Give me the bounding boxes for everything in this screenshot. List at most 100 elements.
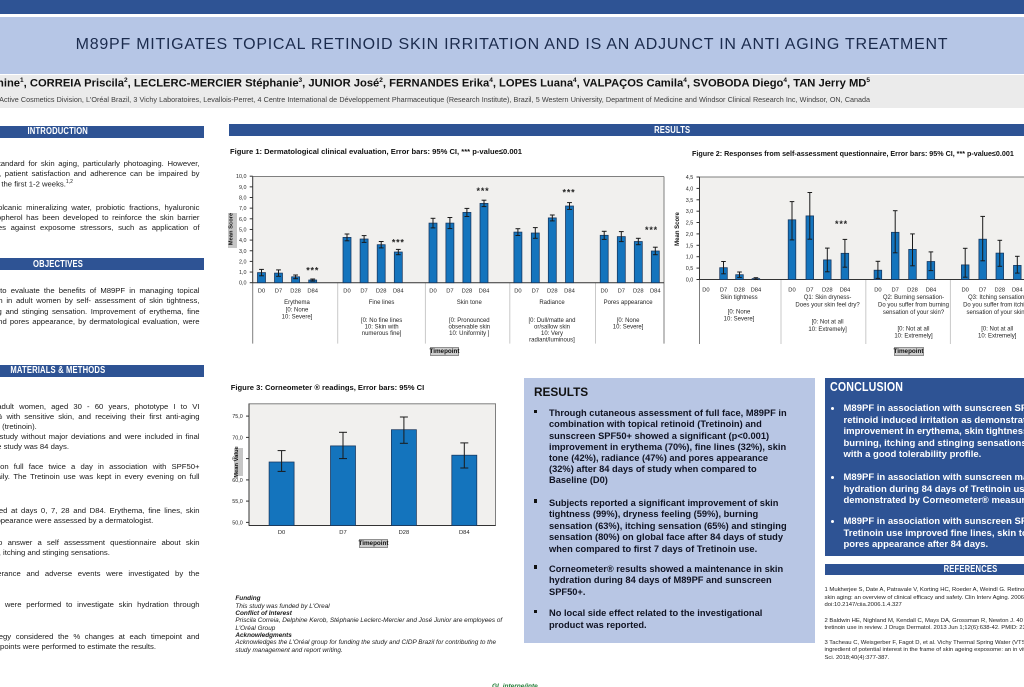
svg-text:D7: D7 (720, 287, 727, 293)
svg-text:1,0: 1,0 (686, 255, 694, 261)
svg-text:10: Severe]: 10: Severe] (613, 325, 644, 331)
svg-text:6,0: 6,0 (239, 217, 247, 223)
svg-text:3,0: 3,0 (239, 249, 247, 255)
svg-text:Q3: Itching sensation-: Q3: Itching sensation- (968, 295, 1024, 301)
svg-text:or/sallow skin: or/sallow skin (534, 325, 570, 331)
svg-text:[0: Pronounced: [0: Pronounced (449, 318, 490, 324)
svg-text:***: *** (835, 219, 848, 229)
svg-text:D7: D7 (339, 530, 346, 536)
svg-text:Does your skin feel dry?: Does your skin feel dry? (795, 303, 860, 309)
svg-text:D84: D84 (564, 288, 575, 294)
svg-text:D28: D28 (633, 288, 644, 294)
svg-text:3,0: 3,0 (686, 209, 694, 215)
svg-text:[0: Not at all: [0: Not at all (897, 327, 929, 333)
svg-text:Radiance: Radiance (539, 300, 565, 306)
svg-text:2,0: 2,0 (239, 259, 247, 265)
svg-text:9,0: 9,0 (239, 185, 247, 191)
svg-text:1,5: 1,5 (686, 243, 694, 249)
svg-text:D84: D84 (840, 287, 851, 293)
svg-text:[0: None: [0: None (286, 308, 309, 314)
svg-text:D0: D0 (278, 530, 285, 536)
svg-text:7,0: 7,0 (239, 206, 247, 212)
svg-text:***: *** (392, 237, 405, 247)
svg-text:***: *** (645, 225, 658, 235)
svg-text:0,0: 0,0 (239, 281, 247, 287)
svg-text:[0: None: [0: None (617, 318, 640, 324)
svg-text:1,0: 1,0 (239, 270, 247, 276)
svg-text:sensation of your skin?: sensation of your skin? (883, 310, 945, 316)
svg-text:D0: D0 (514, 288, 521, 294)
svg-text:[0: Not at all: [0: Not at all (981, 327, 1013, 333)
svg-text:***: *** (306, 266, 319, 276)
svg-text:75,0: 75,0 (232, 414, 243, 420)
svg-text:0,5: 0,5 (686, 266, 694, 272)
svg-text:4,0: 4,0 (686, 186, 694, 192)
svg-text:numerous fine]: numerous fine] (362, 331, 402, 337)
svg-text:D7: D7 (446, 288, 453, 294)
svg-text:D7: D7 (891, 287, 898, 293)
svg-text:D84: D84 (479, 288, 490, 294)
svg-text:0,0: 0,0 (686, 278, 694, 284)
svg-text:D28: D28 (462, 288, 473, 294)
svg-text:D84: D84 (393, 288, 404, 294)
svg-text:D7: D7 (979, 287, 986, 293)
svg-text:***: *** (477, 186, 490, 196)
svg-text:Skin tightness: Skin tightness (720, 295, 757, 301)
svg-text:[0: None: [0: None (728, 310, 751, 316)
svg-text:D0: D0 (258, 288, 265, 294)
svg-text:Q1: Skin dryness-: Q1: Skin dryness- (804, 295, 852, 301)
svg-text:D0: D0 (788, 287, 795, 293)
svg-text:10: Uniformity ]: 10: Uniformity ] (449, 331, 490, 337)
svg-text:55,0: 55,0 (232, 499, 243, 505)
svg-text:4,5: 4,5 (686, 175, 694, 181)
svg-text:D7: D7 (618, 288, 625, 294)
svg-text:10: Severe]: 10: Severe] (282, 315, 313, 321)
svg-text:D7: D7 (806, 287, 813, 293)
svg-text:8,0: 8,0 (239, 196, 247, 202)
svg-text:D28: D28 (907, 287, 918, 293)
svg-text:D7: D7 (360, 288, 367, 294)
svg-text:4,0: 4,0 (239, 238, 247, 244)
svg-text:D7: D7 (532, 288, 539, 294)
svg-text:D0: D0 (702, 287, 709, 293)
svg-text:D28: D28 (822, 287, 833, 293)
svg-text:10: Extremely]: 10: Extremely] (808, 327, 847, 333)
svg-text:D84: D84 (650, 288, 661, 294)
svg-text:***: *** (563, 188, 576, 198)
svg-text:5,0: 5,0 (239, 227, 247, 233)
svg-text:D84: D84 (751, 287, 762, 293)
svg-text:D0: D0 (961, 287, 968, 293)
svg-text:D28: D28 (994, 287, 1005, 293)
svg-text:D0: D0 (429, 288, 436, 294)
svg-text:D28: D28 (290, 288, 301, 294)
svg-text:radiant/luminous]: radiant/luminous] (529, 338, 575, 344)
svg-text:Do you suffer from itching: Do you suffer from itching (963, 303, 1024, 309)
svg-text:D28: D28 (376, 288, 387, 294)
svg-text:70,0: 70,0 (232, 435, 243, 441)
svg-text:D28: D28 (734, 287, 745, 293)
svg-text:10,0: 10,0 (236, 174, 247, 180)
svg-text:[0: Dull/matte and: [0: Dull/matte and (528, 318, 575, 324)
svg-text:observable skin: observable skin (448, 325, 490, 331)
svg-text:2,5: 2,5 (686, 221, 694, 227)
svg-text:3,5: 3,5 (686, 198, 694, 204)
svg-text:D28: D28 (547, 288, 558, 294)
svg-text:D84: D84 (1012, 287, 1023, 293)
svg-text:10: Very: 10: Very (541, 331, 563, 337)
svg-text:[0: Not at all: [0: Not at all (812, 320, 844, 326)
svg-text:10: Extremely]: 10: Extremely] (978, 334, 1017, 340)
svg-text:D0: D0 (600, 288, 607, 294)
svg-text:Q2: Burning sensation-: Q2: Burning sensation- (883, 295, 944, 301)
svg-text:D84: D84 (307, 288, 318, 294)
svg-text:Do you suffer from burning: Do you suffer from burning (878, 303, 949, 309)
svg-text:60,0: 60,0 (232, 478, 243, 484)
svg-text:D84: D84 (926, 287, 937, 293)
svg-text:D0: D0 (874, 287, 881, 293)
svg-text:D84: D84 (459, 530, 470, 536)
svg-text:D28: D28 (399, 530, 410, 536)
svg-text:10: Skin with: 10: Skin with (365, 325, 399, 331)
svg-text:[0: No fine lines: [0: No fine lines (361, 318, 402, 324)
svg-text:sensation of your skin?: sensation of your skin? (967, 310, 1024, 316)
svg-text:2,0: 2,0 (686, 232, 694, 238)
svg-text:10: Extremely]: 10: Extremely] (894, 334, 933, 340)
